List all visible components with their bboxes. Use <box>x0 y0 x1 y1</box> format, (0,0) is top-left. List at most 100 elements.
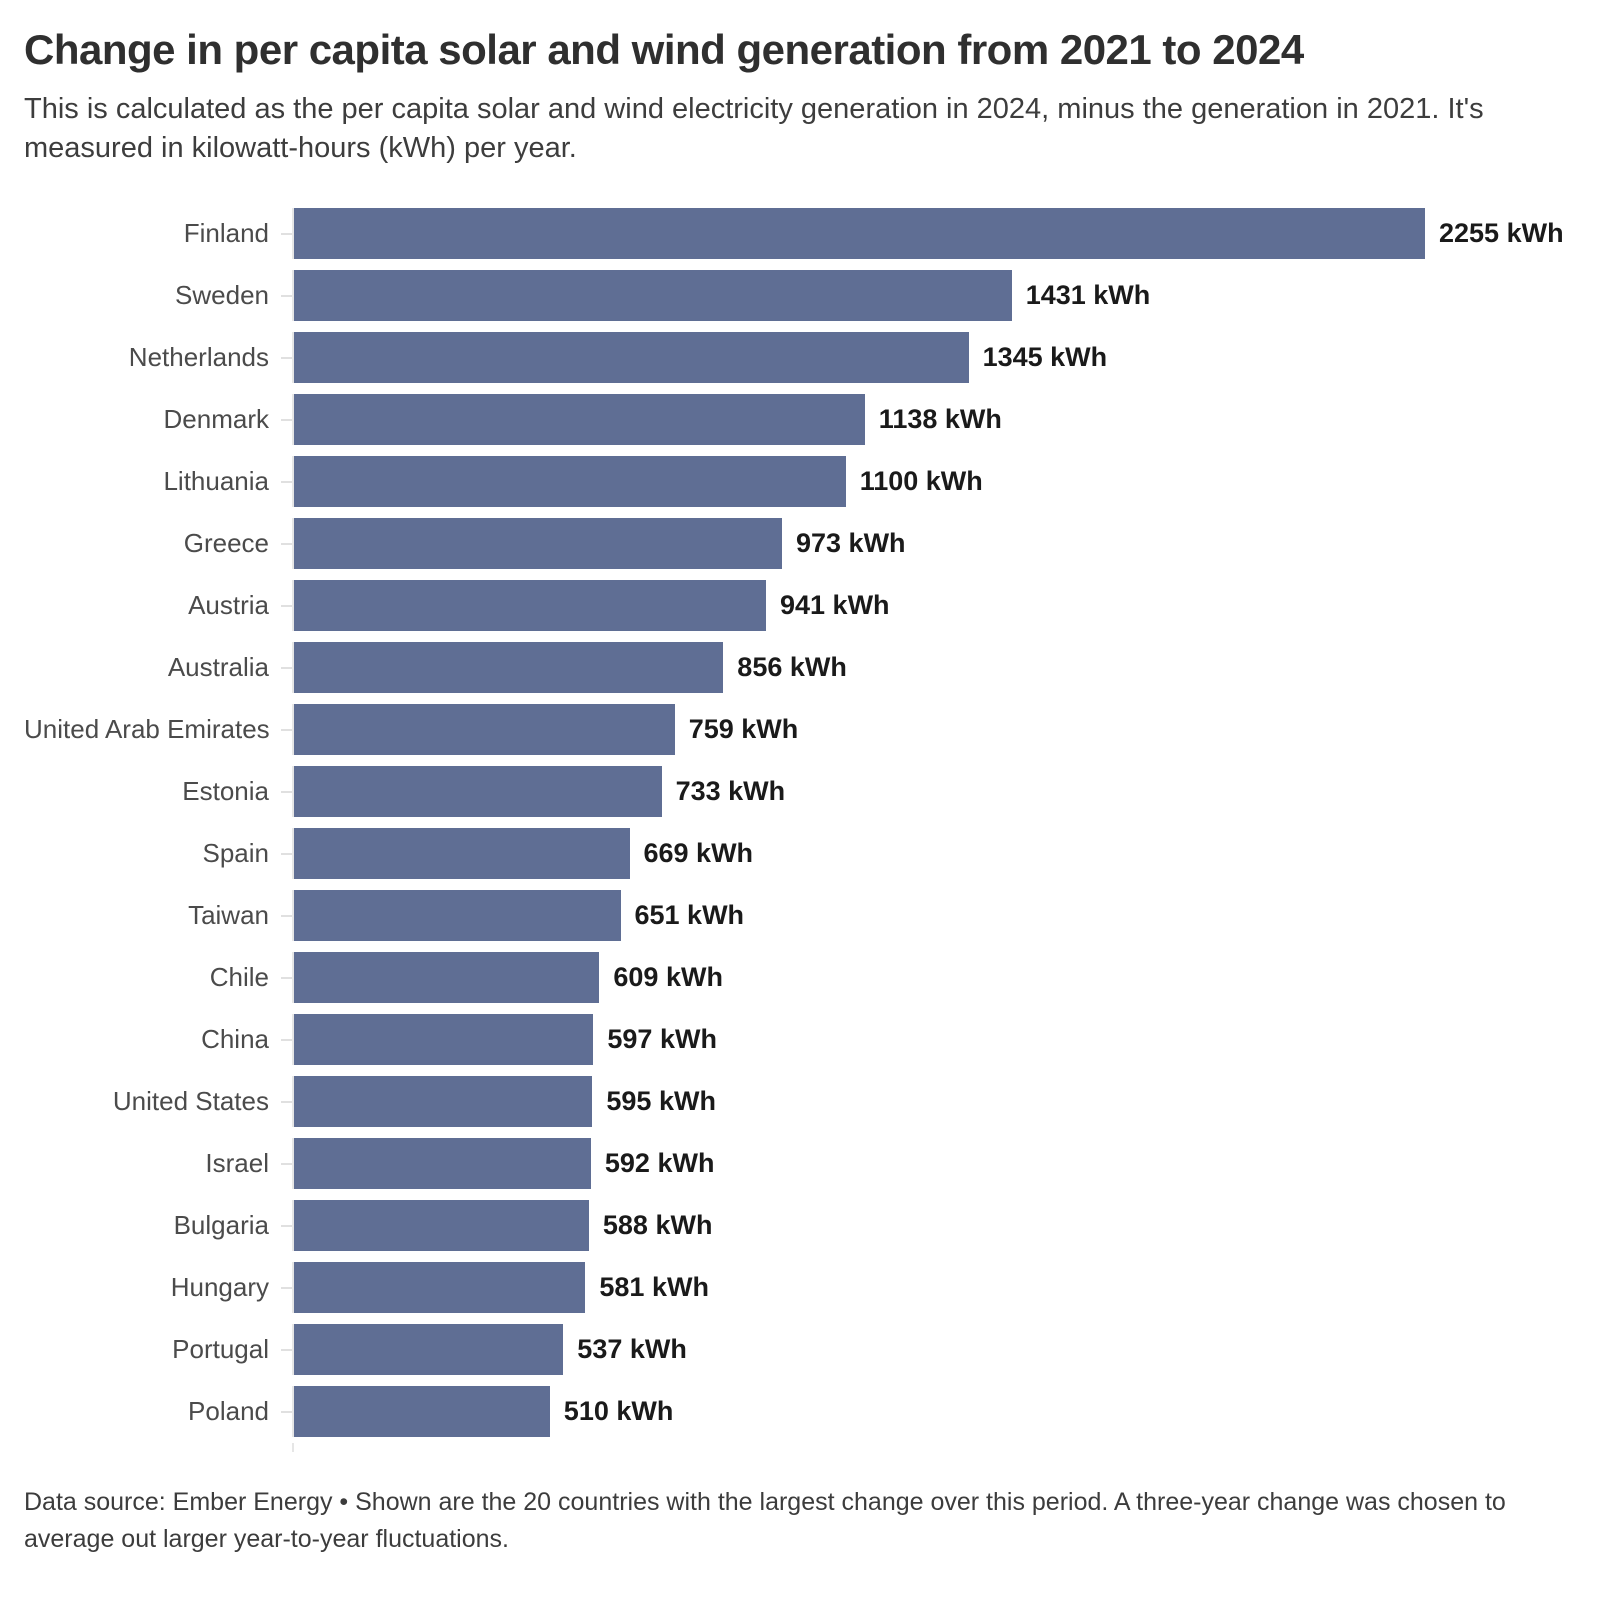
chart-rows: Finland 2255 kWh Sweden 1431 kWh Netherlands… <box>24 203 1576 1443</box>
axis-tick <box>281 914 292 917</box>
category-label: China <box>201 1024 269 1055</box>
axis-tick <box>281 1100 292 1103</box>
chart-row: Portugal 537 kWh <box>24 1319 1576 1381</box>
category-label: Israel <box>205 1148 269 1179</box>
chart-row: Chile 609 kWh <box>24 947 1576 1009</box>
bar-chart: Finland 2255 kWh Sweden 1431 kWh Netherlands… <box>24 203 1576 1452</box>
chart-row: Poland 510 kWh <box>24 1381 1576 1443</box>
axis-tick <box>281 418 292 421</box>
axis-tick <box>281 1162 292 1165</box>
bar-track: 669 kWh <box>292 828 1576 880</box>
category-label: Chile <box>209 962 269 993</box>
chart-row: Austria 941 kWh <box>24 575 1576 637</box>
value-label: 537 kWh <box>577 1334 687 1365</box>
bar-track: 597 kWh <box>292 1014 1576 1066</box>
value-label: 1138 kWh <box>878 404 1002 435</box>
axis-tick <box>281 976 292 979</box>
bar-track: 759 kWh <box>292 704 1576 756</box>
bar-track: 537 kWh <box>292 1324 1576 1376</box>
bar-track: 1138 kWh <box>292 394 1576 446</box>
bar <box>294 642 724 694</box>
value-label: 1345 kWh <box>982 342 1108 373</box>
category-label: Sweden <box>175 280 269 311</box>
bar <box>294 1014 594 1066</box>
chart-row: Taiwan 651 kWh <box>24 885 1576 947</box>
axis-tick <box>281 1286 292 1289</box>
value-label: 941 kWh <box>780 590 890 621</box>
bar <box>294 1262 586 1314</box>
category-label: United States <box>112 1086 269 1117</box>
bar <box>294 890 621 942</box>
chart-row: United States 595 kWh <box>24 1071 1576 1133</box>
chart-row: China 597 kWh <box>24 1009 1576 1071</box>
bar <box>294 1076 593 1128</box>
axis-tick <box>281 480 292 483</box>
bar <box>294 208 1425 260</box>
bar <box>294 1386 550 1438</box>
bar <box>294 828 630 880</box>
value-label: 609 kWh <box>613 962 723 993</box>
value-label: 597 kWh <box>607 1024 717 1055</box>
chart-row: Lithuania 1100 kWh <box>24 451 1576 513</box>
chart-row: Finland 2255 kWh <box>24 203 1576 265</box>
category-label: Bulgaria <box>173 1210 269 1241</box>
value-label: 2255 kWh <box>1439 218 1564 249</box>
category-label: Estonia <box>182 776 269 807</box>
value-label: 733 kWh <box>675 776 786 807</box>
chart-row: Denmark 1138 kWh <box>24 389 1576 451</box>
bar <box>294 332 969 384</box>
value-label: 592 kWh <box>604 1148 715 1179</box>
category-label: Taiwan <box>188 900 269 931</box>
chart-subtitle: This is calculated as the per capita sol… <box>24 93 1484 165</box>
value-label: 595 kWh <box>606 1086 716 1117</box>
value-label: 651 kWh <box>634 900 745 931</box>
bar <box>294 1324 564 1376</box>
axis-tick <box>281 294 292 297</box>
bar <box>294 456 846 508</box>
chart-row: Sweden 1431 kWh <box>24 265 1576 327</box>
bar-track: 595 kWh <box>292 1076 1576 1128</box>
axis-tick <box>281 728 292 731</box>
category-label: Poland <box>188 1396 269 1427</box>
bar-track: 510 kWh <box>292 1386 1576 1438</box>
bar <box>294 704 675 756</box>
chart-row: United Arab Emirates 759 kWh <box>24 699 1576 761</box>
chart-row: Hungary 581 kWh <box>24 1257 1576 1319</box>
bar-track: 941 kWh <box>292 580 1576 632</box>
chart-row: Australia 856 kWh <box>24 637 1576 699</box>
axis-tick <box>281 666 292 669</box>
axis-tick <box>281 1410 292 1413</box>
axis-tick <box>281 1038 292 1041</box>
value-label: 1431 kWh <box>1025 280 1151 311</box>
axis-tick <box>281 1348 292 1351</box>
value-label: 856 kWh <box>737 652 847 683</box>
bar <box>294 1138 591 1190</box>
chart-row: Israel 592 kWh <box>24 1133 1576 1195</box>
bar-track: 581 kWh <box>292 1262 1576 1314</box>
axis-tick <box>281 356 292 359</box>
bar <box>294 1200 589 1252</box>
category-label: Netherlands <box>128 342 269 373</box>
axis-tick <box>281 604 292 607</box>
axis-tick <box>281 542 292 545</box>
axis-tick <box>281 852 292 855</box>
category-label: Denmark <box>163 404 269 435</box>
value-label: 669 kWh <box>643 838 754 869</box>
axis-line <box>292 1442 1576 1452</box>
chart-row: Greece 973 kWh <box>24 513 1576 575</box>
axis-tail <box>24 1442 1576 1452</box>
chart-row: Spain 669 kWh <box>24 823 1576 885</box>
bar-track: 2255 kWh <box>292 208 1576 260</box>
bar-track: 588 kWh <box>292 1200 1576 1252</box>
chart-title: Change in per capita solar and wind gene… <box>24 26 1304 73</box>
axis-tick <box>281 1224 292 1227</box>
bar-track: 651 kWh <box>292 890 1576 942</box>
category-label: Greece <box>183 528 269 559</box>
value-label: 973 kWh <box>796 528 906 559</box>
category-label: Austria <box>188 590 269 621</box>
bar <box>294 270 1012 322</box>
bar <box>294 394 865 446</box>
value-label: 588 kWh <box>602 1210 713 1241</box>
bar-track: 592 kWh <box>292 1138 1576 1190</box>
